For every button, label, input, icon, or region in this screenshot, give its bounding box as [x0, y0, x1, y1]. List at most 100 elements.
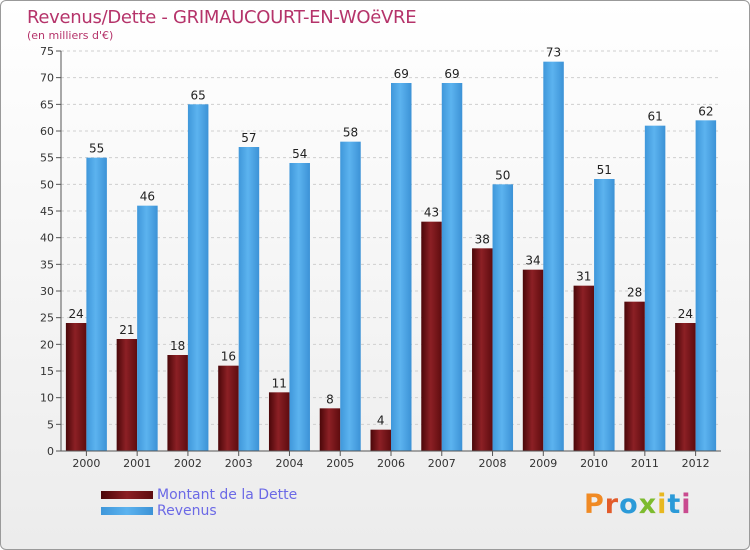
- bar-dette: [319, 408, 341, 451]
- data-label-revenus: 54: [292, 147, 307, 161]
- x-tick-label: 2011: [631, 457, 659, 470]
- bar-dette: [421, 221, 442, 451]
- bar-revenus: [187, 104, 209, 451]
- y-tick-label: 55: [40, 152, 54, 165]
- proxiti-logo: Proxiti: [584, 489, 692, 520]
- legend-item-revenus: Revenus: [101, 503, 297, 519]
- chart-title: Revenus/Dette - GRIMAUCOURT-EN-WOëVRE: [27, 7, 417, 28]
- y-tick-label: 20: [40, 338, 54, 351]
- legend-label-revenus: Revenus: [157, 503, 217, 519]
- bar-dette: [370, 429, 391, 451]
- data-label-revenus: 69: [394, 67, 409, 81]
- bars: [65, 61, 717, 452]
- data-label-revenus: 55: [89, 142, 104, 156]
- data-label-dette: 21: [119, 323, 134, 337]
- bar-revenus: [492, 184, 514, 452]
- data-label-revenus: 69: [444, 67, 459, 81]
- bar-dette: [573, 285, 595, 451]
- x-tick-label: 2001: [123, 457, 151, 470]
- bar-dette: [268, 392, 290, 451]
- data-label-dette: 24: [678, 307, 693, 321]
- logo-letter: P: [584, 489, 605, 520]
- x-tick-label: 2008: [479, 457, 507, 470]
- y-tick-label: 70: [40, 72, 54, 85]
- y-tick-label: 10: [40, 392, 54, 405]
- legend-item-dette: Montant de la Dette: [101, 487, 297, 503]
- y-tick-label: 40: [40, 232, 54, 245]
- data-label-dette: 31: [576, 270, 591, 284]
- bar-dette: [167, 355, 188, 451]
- y-tick-label: 65: [40, 98, 54, 111]
- legend-label-dette: Montant de la Dette: [157, 487, 298, 503]
- bar-revenus: [441, 83, 463, 451]
- x-tick-label: 2004: [275, 457, 303, 470]
- data-label-revenus: 50: [495, 168, 510, 182]
- data-label-revenus: 46: [140, 190, 155, 204]
- data-label-dette: 38: [475, 232, 490, 246]
- bar-revenus: [86, 157, 107, 451]
- bar-revenus: [289, 163, 310, 451]
- data-label-revenus: 62: [698, 104, 713, 118]
- x-tick-label: 2003: [225, 457, 253, 470]
- data-label-dette: 4: [377, 414, 385, 428]
- y-tick-label: 35: [40, 258, 54, 271]
- data-label-dette: 8: [326, 392, 334, 406]
- chart-subtitle: (en milliers d'€): [27, 29, 114, 42]
- data-label-dette: 18: [170, 339, 185, 353]
- data-label-dette: 24: [68, 307, 83, 321]
- y-tick-label: 0: [47, 445, 54, 458]
- data-label-revenus: 57: [241, 131, 256, 145]
- bar-revenus: [543, 61, 564, 452]
- bar-revenus: [340, 141, 361, 451]
- bar-revenus: [137, 205, 158, 451]
- data-label-dette: 16: [221, 350, 236, 364]
- bar-dette: [65, 323, 87, 451]
- x-tick-label: 2000: [72, 457, 100, 470]
- logo-letter: i: [681, 489, 692, 520]
- logo-letter: x: [638, 489, 658, 520]
- x-tick-label: 2005: [326, 457, 354, 470]
- y-tick-label: 30: [40, 285, 54, 298]
- x-tick-label: 2002: [174, 457, 202, 470]
- bar-dette: [218, 365, 239, 451]
- bar-dette: [522, 269, 544, 451]
- x-tick-label: 2012: [682, 457, 710, 470]
- data-label-revenus: 51: [597, 163, 612, 177]
- bar-revenus: [644, 125, 666, 452]
- x-tick-label: 2007: [428, 457, 456, 470]
- bar-dette: [116, 339, 138, 451]
- logo-letter: t: [667, 489, 682, 520]
- data-label-dette: 43: [424, 206, 439, 220]
- x-tick-label: 2009: [529, 457, 557, 470]
- x-tick-label: 2006: [377, 457, 405, 470]
- axes: 0 5 10 15 20 25 30 35 40 45 50 55 60 65 70 75 2000 2001 20…: [40, 45, 721, 470]
- data-label-dette: 34: [525, 254, 540, 268]
- y-tick-label: 5: [47, 418, 54, 431]
- y-tick-label: 45: [40, 205, 54, 218]
- data-labels: 24 55 21 46 18 65 16 57 11 54 8 58 4 69 43 69 38 50 34 73 31…: [68, 46, 713, 428]
- y-tick-label: 15: [40, 365, 54, 378]
- logo-letter: r: [604, 489, 620, 520]
- x-tick-label: 2010: [580, 457, 608, 470]
- y-tick-label: 25: [40, 312, 54, 325]
- data-label-revenus: 65: [191, 88, 206, 102]
- y-tick-label: 75: [40, 45, 54, 58]
- legend: Montant de la Dette Revenus: [101, 487, 297, 519]
- data-label-dette: 28: [627, 286, 642, 300]
- y-tick-label: 60: [40, 125, 54, 138]
- bar-revenus: [594, 179, 615, 451]
- data-label-revenus: 58: [343, 126, 358, 140]
- legend-swatch-dette: [101, 491, 153, 499]
- data-label-revenus: 73: [546, 46, 561, 60]
- logo-letter: o: [619, 489, 639, 520]
- logo-letter: i: [657, 489, 668, 520]
- bar-dette: [675, 323, 696, 451]
- bar-revenus: [391, 83, 412, 451]
- bar-dette: [472, 248, 493, 451]
- y-tick-label: 50: [40, 178, 54, 191]
- data-label-dette: 11: [272, 376, 287, 390]
- data-label-revenus: 61: [647, 110, 662, 124]
- bar-revenus: [695, 120, 717, 451]
